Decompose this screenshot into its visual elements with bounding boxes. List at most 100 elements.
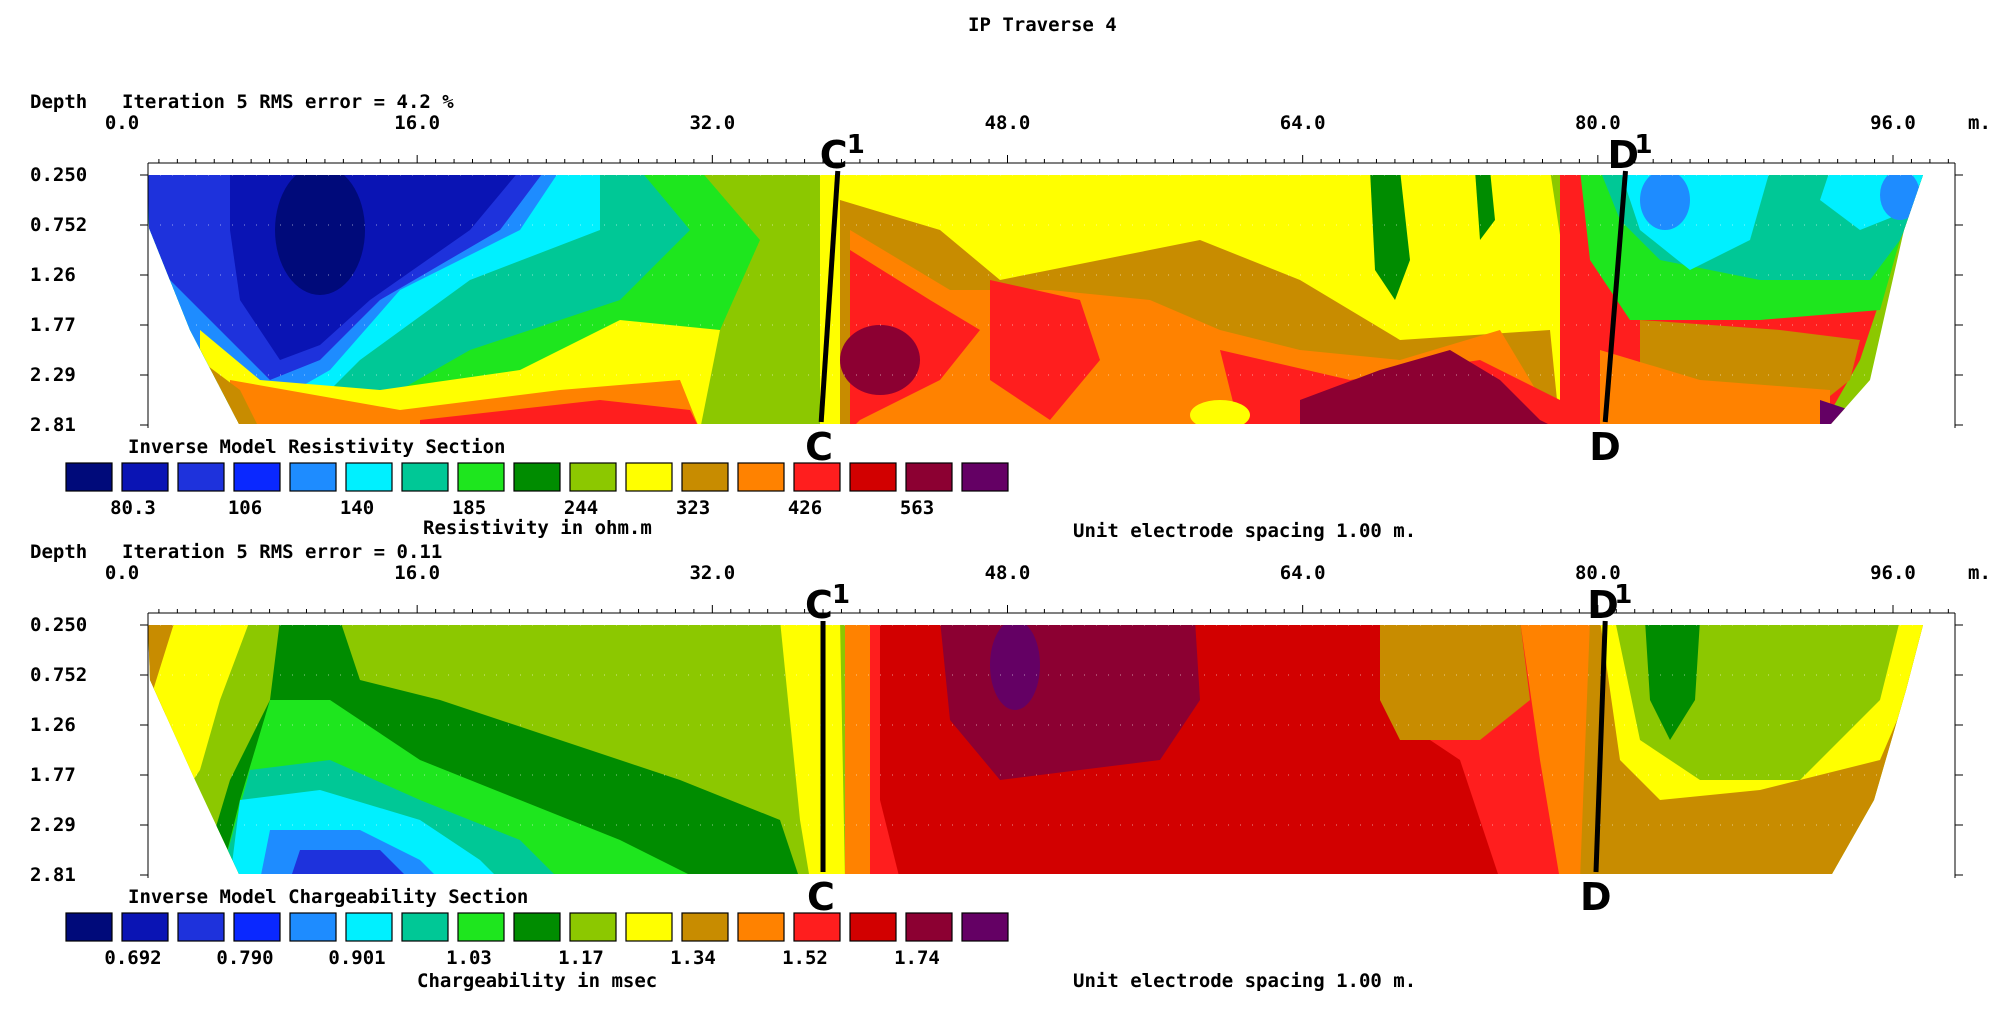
legend-swatch — [849, 912, 897, 942]
legend-swatch — [793, 912, 841, 942]
x-tick-label: 48.0 — [985, 562, 1031, 584]
depth-label-1: Depth — [30, 91, 88, 113]
legend-swatch — [849, 462, 897, 492]
depth-tick-label: 2.29 — [30, 814, 76, 836]
marker-top-label: D — [1608, 133, 1640, 177]
x-tick-label: 80.0 — [1575, 112, 1621, 134]
legend-swatch — [625, 462, 673, 492]
depth-tick-label: 0.752 — [30, 214, 87, 236]
legend-swatch — [513, 912, 561, 942]
section-title-2: Inverse Model Chargeability Section — [128, 886, 529, 908]
resistivity-section — [148, 175, 1923, 424]
legend-swatch — [177, 912, 225, 942]
legend-swatch — [121, 912, 169, 942]
legend-value: 426 — [788, 497, 822, 519]
depth-tick-label: 0.752 — [30, 664, 87, 686]
legend-label-2: Chargeability in msec — [417, 970, 658, 992]
marker-top-superscript: 1 — [832, 580, 850, 610]
legend-swatch — [513, 462, 561, 492]
depth-tick-label: 0.250 — [30, 614, 87, 636]
x-tick-label: 80.0 — [1575, 562, 1621, 584]
legend-swatch — [681, 462, 729, 492]
legend-swatch — [681, 912, 729, 942]
legend-value: 106 — [228, 497, 262, 519]
depth-tick-label: 2.81 — [30, 414, 76, 436]
legend-swatch — [961, 912, 1009, 942]
marker-bottom-label: D — [1589, 425, 1621, 469]
legend-swatch — [737, 912, 785, 942]
legend-value: 140 — [340, 497, 374, 519]
x-tick-label: 32.0 — [689, 112, 735, 134]
legend-swatch — [793, 462, 841, 492]
legend-swatch — [457, 462, 505, 492]
depth-tick-label: 0.250 — [30, 164, 87, 186]
depth-tick-label: 1.26 — [30, 714, 76, 736]
marker-line — [1593, 620, 1608, 873]
legend-value: 1.74 — [894, 947, 940, 969]
legend-swatch — [457, 912, 505, 942]
depth-label-2: Depth — [30, 541, 88, 563]
marker-top-label: C — [805, 583, 833, 627]
x-tick-label: 64.0 — [1280, 562, 1326, 584]
legend-value: 1.52 — [782, 947, 828, 969]
legend-swatch — [121, 462, 169, 492]
x-tick-label: 32.0 — [689, 562, 735, 584]
legend-swatch — [233, 462, 281, 492]
marker-top-superscript: 1 — [1614, 580, 1632, 610]
legend-swatch — [625, 912, 673, 942]
marker-bottom-label: C — [805, 425, 833, 469]
legend-swatch — [65, 462, 113, 492]
legend-swatch — [737, 462, 785, 492]
chargeability-section — [148, 625, 1923, 874]
depth-tick-label: 2.29 — [30, 364, 76, 386]
depth-tick-label: 1.26 — [30, 264, 76, 286]
x-tick-label: 96.0 — [1870, 562, 1916, 584]
x-tick-label: 0.0 — [105, 562, 139, 584]
marker-top-superscript: 1 — [1635, 130, 1653, 160]
legend-swatch — [289, 912, 337, 942]
legend-value: 185 — [452, 497, 486, 519]
legend-swatch — [401, 462, 449, 492]
legend-value: 1.34 — [670, 947, 716, 969]
legend-swatch — [905, 462, 953, 492]
iteration-header-2: Iteration 5 RMS error = 0.11 — [122, 541, 443, 563]
legend-swatch — [233, 912, 281, 942]
legend-label-1: Resistivity in ohm.m — [423, 517, 652, 539]
x-tick-label: 16.0 — [394, 112, 440, 134]
legend-value: 1.03 — [446, 947, 492, 969]
legend-value: 80.3 — [110, 497, 156, 519]
x-tick-label: 64.0 — [1280, 112, 1326, 134]
x-tick-label: 0.0 — [105, 112, 139, 134]
section-title-1: Inverse Model Resistivity Section — [128, 436, 506, 458]
iteration-header-1: Iteration 5 RMS error = 4.2 % — [122, 91, 454, 113]
legend-swatch — [569, 462, 617, 492]
x-unit-label: m. — [1968, 112, 1991, 134]
marker-bottom-label: C — [807, 875, 835, 919]
spacing-note-2: Unit electrode spacing 1.00 m. — [1073, 970, 1417, 992]
spacing-note-1: Unit electrode spacing 1.00 m. — [1073, 520, 1417, 542]
legend-swatch — [289, 462, 337, 492]
legend-swatch — [345, 462, 393, 492]
legend-value: 0.692 — [104, 947, 161, 969]
x-unit-label: m. — [1968, 562, 1991, 584]
depth-tick-label: 1.77 — [30, 314, 76, 336]
legend-value: 0.901 — [328, 947, 385, 969]
legend-value: 563 — [900, 497, 934, 519]
legend-value: 1.17 — [558, 947, 604, 969]
x-tick-label: 48.0 — [985, 112, 1031, 134]
legend-swatch — [905, 912, 953, 942]
legend-swatch — [177, 462, 225, 492]
legend-value: 244 — [564, 497, 598, 519]
legend-swatch — [961, 462, 1009, 492]
marker-line — [1602, 170, 1628, 423]
legend-swatch — [569, 912, 617, 942]
marker-top-superscript: 1 — [847, 130, 865, 160]
marker-top-label: D — [1587, 583, 1619, 627]
x-tick-label: 96.0 — [1870, 112, 1916, 134]
depth-tick-label: 1.77 — [30, 764, 76, 786]
legend-value: 323 — [676, 497, 710, 519]
marker-bottom-label: D — [1580, 875, 1612, 919]
legend-swatch — [345, 912, 393, 942]
depth-tick-label: 2.81 — [30, 864, 76, 886]
